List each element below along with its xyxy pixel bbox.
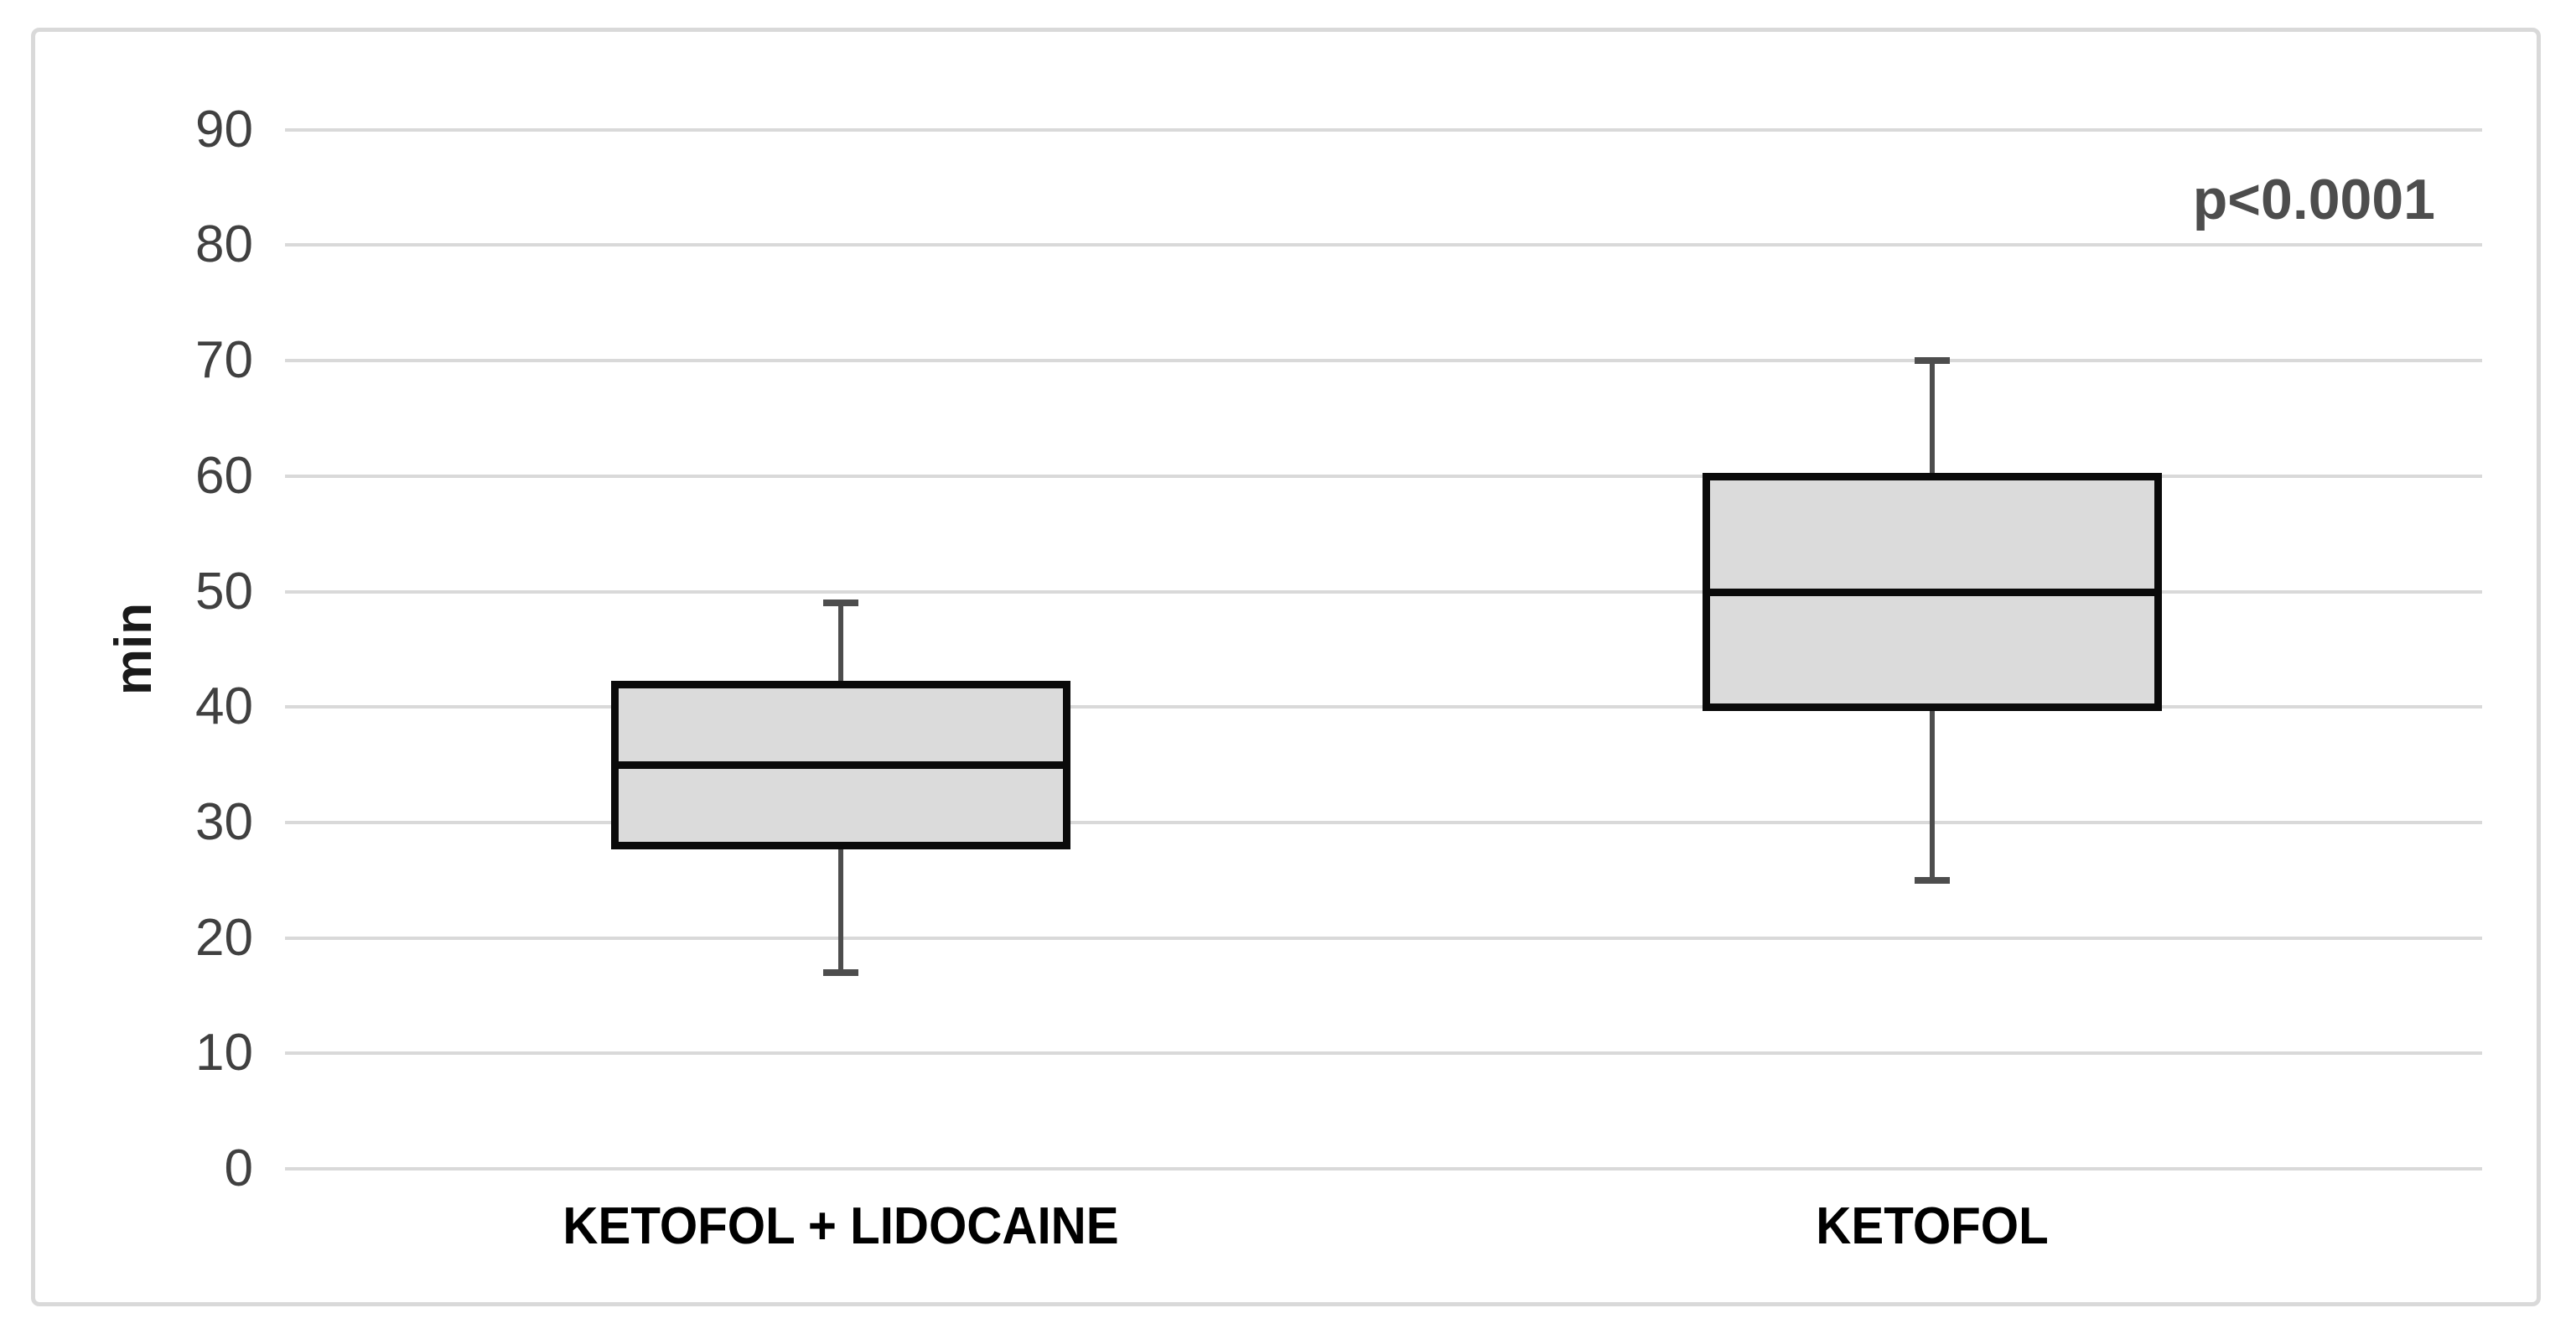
y-tick-label-10: 10 [195, 1024, 253, 1082]
y-tick-label-90: 90 [195, 100, 253, 158]
gridline-70 [285, 359, 2482, 363]
y-tick-label-40: 40 [195, 677, 253, 736]
y-tick-label-30: 30 [195, 792, 253, 851]
gridline-10 [285, 1051, 2482, 1056]
whisker-cap-max [823, 600, 858, 607]
category-label-2: KETOFOL [1816, 1197, 2049, 1255]
whisker-cap-min [823, 968, 858, 976]
median-line [614, 761, 1067, 770]
gridline-50 [285, 589, 2482, 594]
whisker-upper-line [1930, 361, 1935, 476]
gridline-0 [285, 1167, 2482, 1170]
y-tick-label-20: 20 [195, 908, 253, 967]
y-tick-label-70: 70 [195, 331, 253, 390]
gridline-20 [285, 936, 2482, 940]
gridline-60 [285, 474, 2482, 478]
whisker-lower-line [1930, 707, 1935, 880]
gridline-80 [285, 243, 2482, 247]
whisker-cap-max [1915, 357, 1950, 365]
whisker-upper-line [838, 603, 843, 684]
y-tick-label-80: 80 [195, 215, 253, 274]
gridline-30 [285, 820, 2482, 824]
median-line [1706, 588, 2159, 596]
p-value-annotation: p<0.0001 [2192, 168, 2435, 231]
y-tick-label-50: 50 [195, 562, 253, 620]
whisker-cap-min [1915, 876, 1950, 884]
y-tick-label-0: 0 [224, 1139, 253, 1197]
category-label-1: KETOFOL + LIDOCAINE [562, 1197, 1119, 1255]
whisker-lower-line [838, 845, 843, 973]
y-tick-label-60: 60 [195, 446, 253, 505]
gridline-40 [285, 705, 2482, 709]
gridline-90 [285, 127, 2482, 132]
